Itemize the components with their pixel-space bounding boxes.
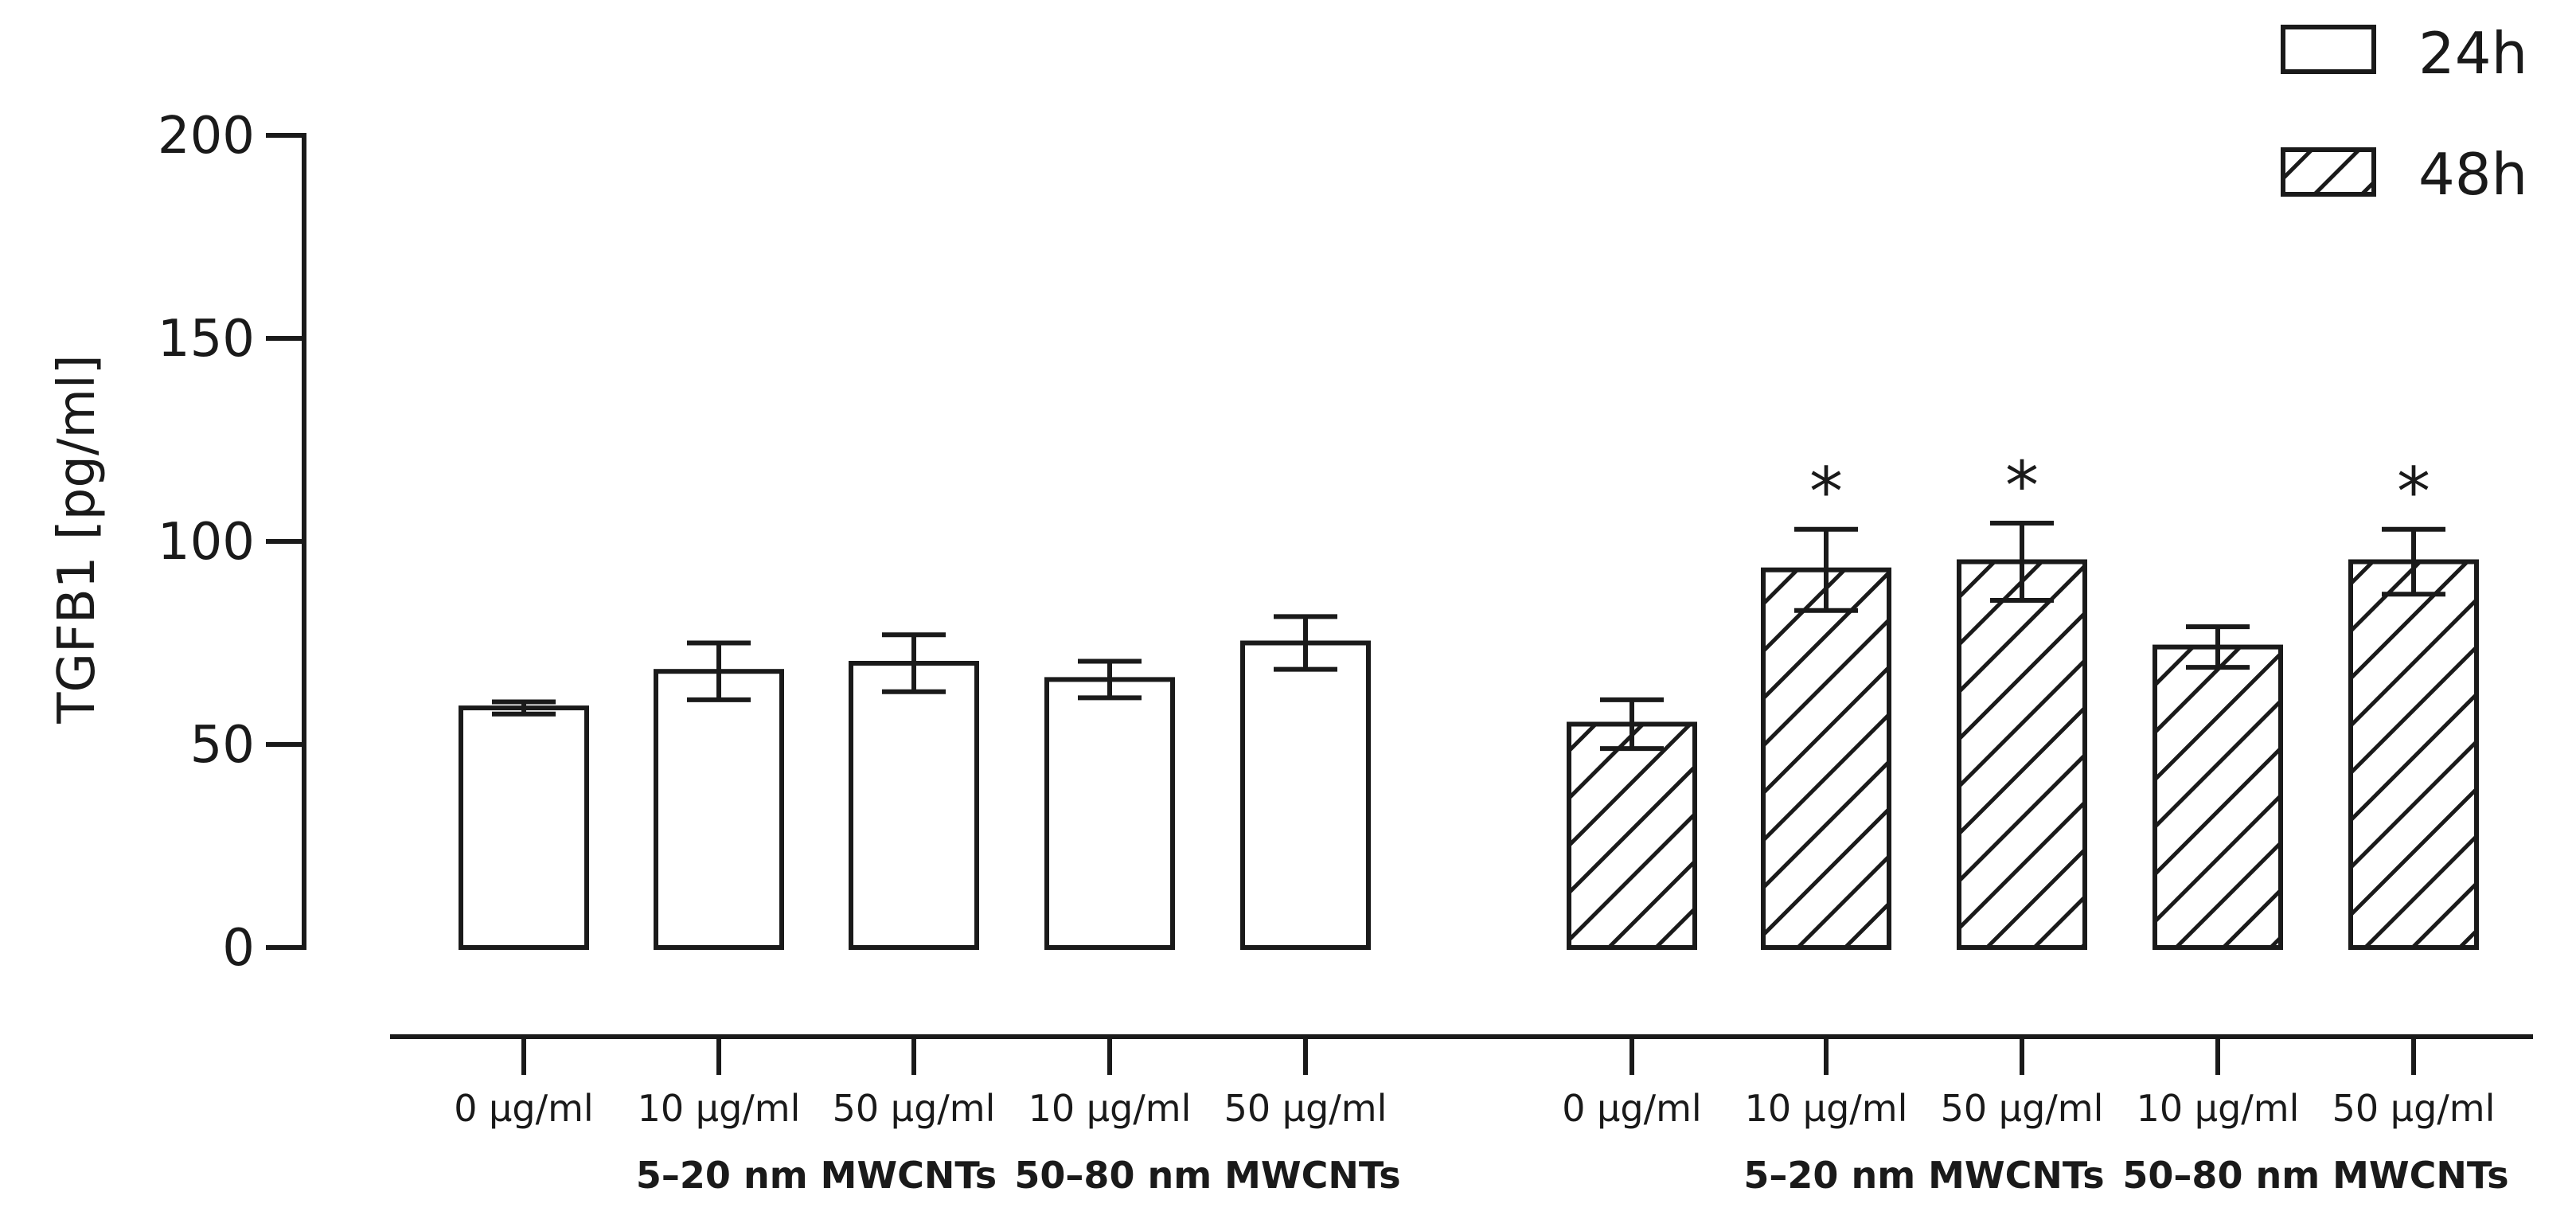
- bar-48h-0: [1567, 721, 1697, 950]
- y-tick-label: 200: [158, 107, 255, 166]
- bars: * * *: [459, 447, 2479, 951]
- x-tick-label: 0 µg/ml: [1562, 1087, 1701, 1130]
- bar-48h-2: [1957, 559, 2087, 950]
- significance-marker: *: [1809, 453, 1843, 531]
- y-tick-label: 100: [158, 513, 255, 572]
- y-axis-label: TGFB1 [pg/ml]: [48, 354, 107, 724]
- legend: 24h 48h: [2281, 20, 2527, 208]
- x-tick-label: 50 µg/ml: [1941, 1087, 2104, 1130]
- subgroup-label: 5–20 nm MWCNTs: [636, 1154, 997, 1197]
- bar-48h-4: [2348, 559, 2479, 950]
- legend-label-24h: 24h: [2418, 20, 2527, 87]
- bar-24h-4: [1240, 640, 1371, 950]
- x-tick-label: 50 µg/ml: [2332, 1087, 2496, 1130]
- significance-marker: *: [2397, 453, 2430, 531]
- subgroup-label: 50–80 nm MWCNTs: [2122, 1154, 2508, 1197]
- bar-24h-3: [1044, 677, 1175, 951]
- y-axis: 0 50 100 150 200: [158, 107, 306, 978]
- bar-24h-2: [849, 661, 979, 950]
- x-tick-label: 10 µg/ml: [638, 1087, 801, 1130]
- subgroup-label: 50–80 nm MWCNTs: [1014, 1154, 1400, 1197]
- bar-24h-0: [459, 705, 589, 950]
- x-tick-label: 50 µg/ml: [833, 1087, 996, 1130]
- legend-swatch-48h: [2281, 147, 2376, 197]
- bar-24h-1: [654, 669, 784, 950]
- y-tick-label: 150: [158, 310, 255, 369]
- significance-marker: *: [2005, 447, 2039, 525]
- x-tick-label: 10 µg/ml: [1028, 1087, 1192, 1130]
- bar-48h-3: [2153, 644, 2283, 950]
- x-axis: 0 µg/ml 10 µg/ml 50 µg/ml 10 µg/ml 50 µg/ml 5…: [390, 1034, 2533, 1197]
- legend-label-48h: 48h: [2418, 141, 2527, 208]
- x-tick-label: 10 µg/ml: [1745, 1087, 1908, 1130]
- x-tick-label: 10 µg/ml: [2137, 1087, 2300, 1130]
- legend-swatch-24h: [2281, 25, 2376, 74]
- y-tick-label: 0: [222, 919, 255, 978]
- y-tick-label: 50: [190, 716, 255, 775]
- bar-48h-1: [1761, 567, 1891, 950]
- x-tick-label: 50 µg/ml: [1224, 1087, 1388, 1130]
- x-tick-label: 0 µg/ml: [454, 1087, 593, 1130]
- subgroup-label: 5–20 nm MWCNTs: [1743, 1154, 2104, 1197]
